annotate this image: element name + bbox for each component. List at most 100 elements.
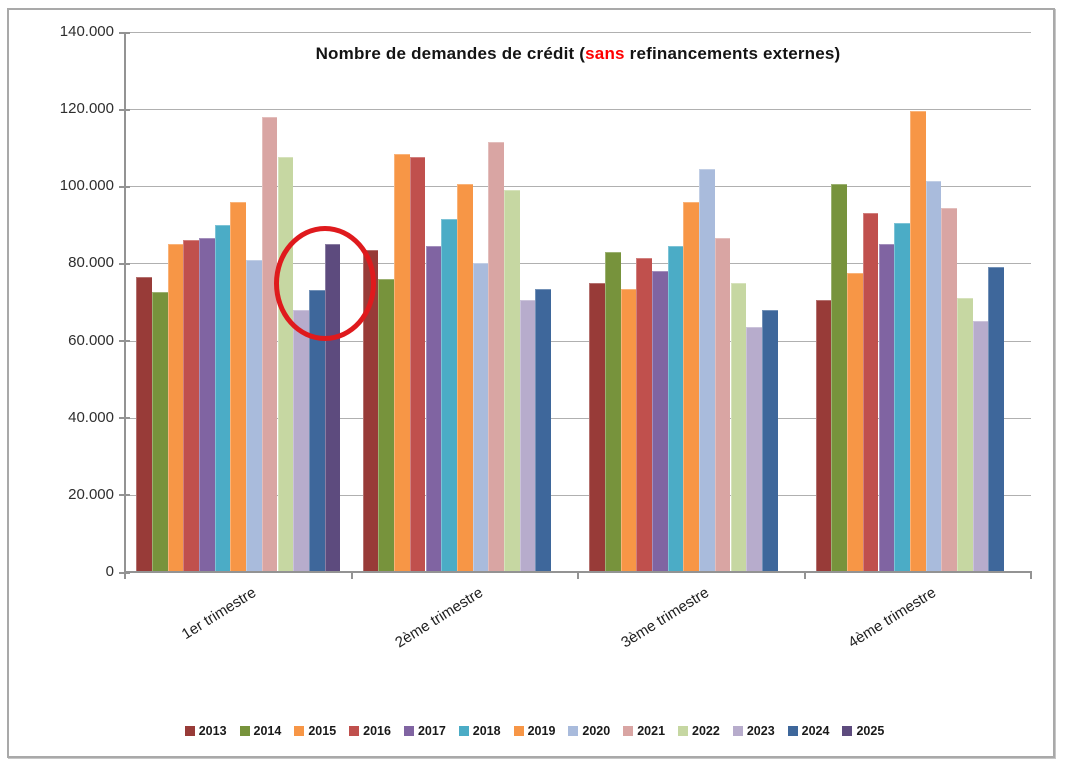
legend-label: 2024 xyxy=(801,724,830,738)
y-axis-label: 140.000 xyxy=(59,23,114,40)
legend-swatch xyxy=(403,726,414,736)
chart-title-highlight: sans xyxy=(585,44,625,63)
bar-2021-1er-trimestre xyxy=(261,116,278,572)
x-axis-tick xyxy=(577,573,579,579)
legend-swatch xyxy=(732,726,743,736)
chart-title-prefix: Nombre de demandes de crédit ( xyxy=(315,44,586,63)
y-axis-tick xyxy=(119,494,130,497)
bar-2014-2ème-trimestre xyxy=(378,278,395,572)
x-axis-tick xyxy=(350,573,353,579)
legend-swatch xyxy=(623,726,634,736)
x-axis-tick xyxy=(1030,573,1032,579)
y-axis-label: 40.000 xyxy=(68,408,114,426)
legend-item-2013: 2013 xyxy=(184,724,227,738)
bar-2018-3ème-trimestre xyxy=(667,246,684,572)
legend-label: 2025 xyxy=(856,724,885,738)
bar-2016-3ème-trimestre xyxy=(636,257,652,572)
legend-item-2021: 2021 xyxy=(623,724,665,738)
legend-label: 2023 xyxy=(746,724,775,738)
legend-swatch xyxy=(568,726,579,736)
bar-2015-3ème-trimestre xyxy=(620,288,637,572)
legend-label: 2017 xyxy=(417,724,446,738)
legend-swatch xyxy=(513,726,524,736)
bar-2019-4ème-trimestre xyxy=(909,111,926,572)
gridline xyxy=(125,494,1031,496)
bar-2021-2ème-trimestre xyxy=(488,141,504,572)
bar-2019-2ème-trimestre xyxy=(456,184,473,572)
bar-2019-1er-trimestre xyxy=(230,201,247,572)
bar-2017-2ème-trimestre xyxy=(425,246,442,572)
legend-item-2014: 2014 xyxy=(239,724,281,738)
gridline xyxy=(125,32,1031,33)
legend-item-2018: 2018 xyxy=(458,724,501,738)
bar-2023-3ème-trimestre xyxy=(746,327,762,572)
y-axis-label: 120.000 xyxy=(59,100,114,118)
gridline xyxy=(125,263,1031,265)
bar-2017-3ème-trimestre xyxy=(652,271,668,572)
bar-2013-2ème-trimestre xyxy=(362,249,379,572)
legend-swatch xyxy=(349,726,360,736)
gridline xyxy=(125,340,1031,342)
legend-swatch xyxy=(294,726,305,736)
y-axis-label: 20.000 xyxy=(68,485,114,503)
bar-2023-4ème-trimestre xyxy=(972,321,989,572)
bar-2013-1er-trimestre xyxy=(136,276,152,572)
bar-2022-4ème-trimestre xyxy=(957,298,973,572)
bar-2013-4ème-trimestre xyxy=(815,300,832,572)
legend-item-2019: 2019 xyxy=(513,724,555,738)
chart-title-suffix: refinancements externes) xyxy=(624,44,841,63)
bar-2013-3ème-trimestre xyxy=(589,282,605,572)
legend-label: 2016 xyxy=(363,724,391,738)
bar-2022-2ème-trimestre xyxy=(504,190,520,572)
bar-2020-1er-trimestre xyxy=(246,259,262,572)
y-axis-tick xyxy=(119,108,130,111)
bar-2020-4ème-trimestre xyxy=(925,180,942,572)
bar-2018-4ème-trimestre xyxy=(894,222,910,572)
gridline xyxy=(125,109,1031,111)
bar-2023-1er-trimestre xyxy=(293,309,309,572)
bar-2024-4ème-trimestre xyxy=(988,267,1005,572)
bar-2024-2ème-trimestre xyxy=(535,288,552,572)
legend-label: 2018 xyxy=(472,724,501,738)
legend-item-2023: 2023 xyxy=(732,724,775,738)
bar-2024-3ème-trimestre xyxy=(761,309,778,572)
bar-2020-2ème-trimestre xyxy=(472,263,489,572)
legend-label: 2020 xyxy=(582,724,611,738)
plot-area xyxy=(125,32,1031,572)
bar-2015-4ème-trimestre xyxy=(847,273,863,572)
bar-2014-3ème-trimestre xyxy=(604,251,621,572)
legend-swatch xyxy=(458,726,469,736)
legend-swatch xyxy=(842,726,853,736)
legend-label: 2022 xyxy=(692,724,720,738)
y-axis-label: 80.000 xyxy=(68,254,114,272)
bar-2022-1er-trimestre xyxy=(277,157,294,572)
bar-2023-2ème-trimestre xyxy=(519,300,536,572)
legend-label: 2015 xyxy=(308,724,337,738)
bar-2016-4ème-trimestre xyxy=(862,213,879,572)
gridline xyxy=(125,417,1031,419)
legend-item-2024: 2024 xyxy=(787,724,830,738)
legend-swatch xyxy=(678,726,689,736)
chart-title: Nombre de demandes de crédit (sans refin… xyxy=(125,44,1031,64)
legend-item-2020: 2020 xyxy=(568,724,610,738)
y-axis-tick xyxy=(119,340,130,343)
y-axis-tick xyxy=(119,571,130,574)
legend-swatch xyxy=(184,726,195,736)
legend-label: 2021 xyxy=(637,724,666,738)
legend-item-2025: 2025 xyxy=(842,724,884,738)
bar-2016-1er-trimestre xyxy=(183,240,199,572)
legend-label: 2013 xyxy=(198,724,227,738)
bar-2018-1er-trimestre xyxy=(214,224,231,572)
bar-2017-1er-trimestre xyxy=(199,238,215,572)
x-axis-tick xyxy=(124,573,126,579)
y-axis-line xyxy=(124,32,126,573)
bar-2014-4ème-trimestre xyxy=(831,184,848,572)
legend: 2013 2014 2015 2016 2017 2018 2019 2020 2021 2022… xyxy=(0,724,1069,738)
bar-2022-3ème-trimestre xyxy=(730,282,747,572)
legend-item-2015: 2015 xyxy=(294,724,336,738)
y-axis-label: 60.000 xyxy=(68,331,114,349)
legend-swatch xyxy=(787,726,798,736)
bar-2021-3ème-trimestre xyxy=(714,238,731,572)
x-axis-line xyxy=(125,571,1032,573)
